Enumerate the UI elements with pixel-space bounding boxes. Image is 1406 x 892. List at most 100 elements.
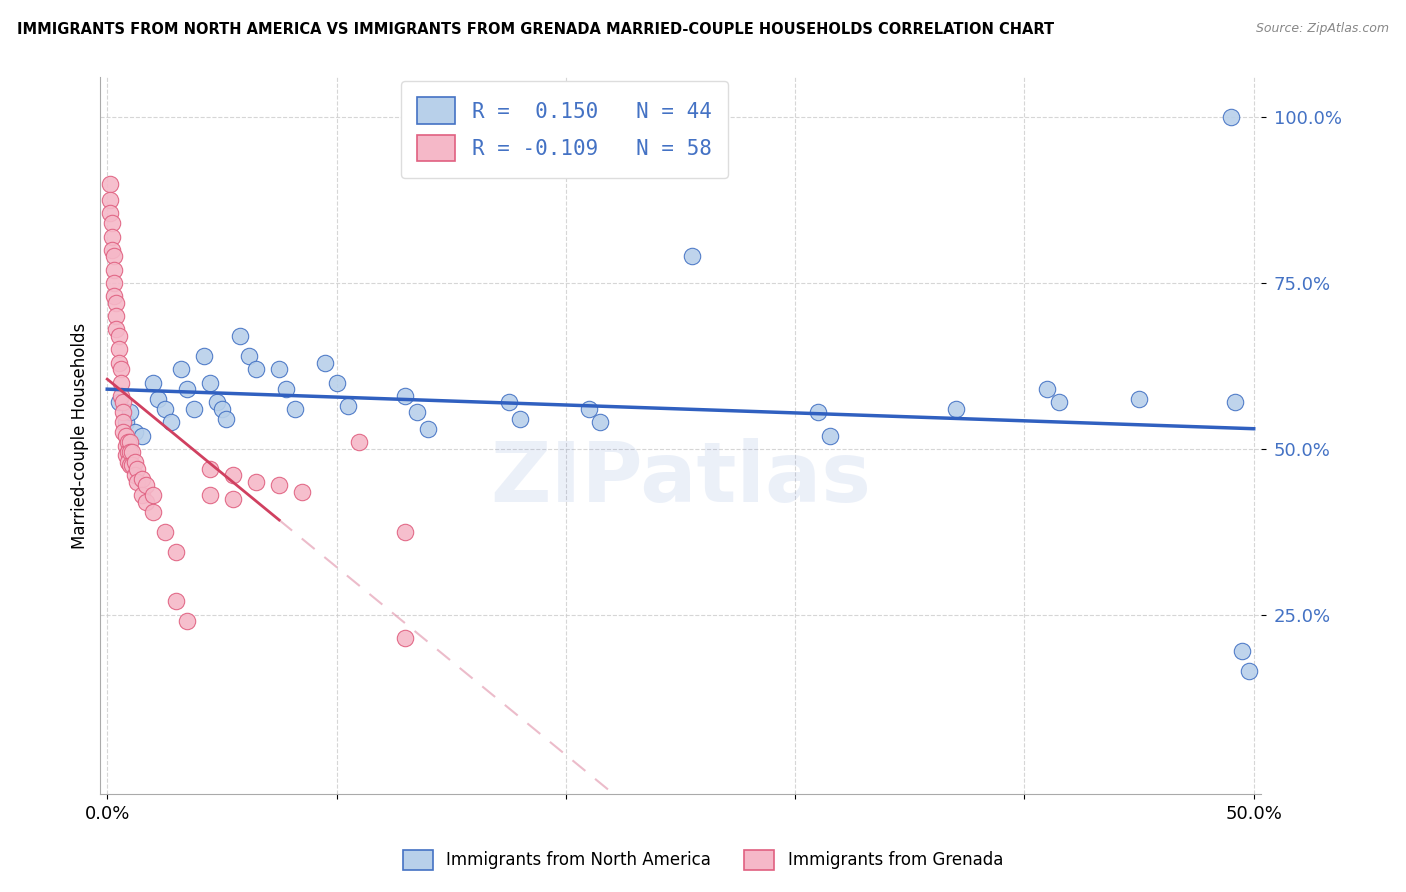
Point	[818, 428, 841, 442]
Point	[394, 389, 416, 403]
Point	[112, 405, 135, 419]
Point	[110, 362, 132, 376]
Point	[160, 415, 183, 429]
Point	[1128, 392, 1150, 406]
Point	[1237, 664, 1260, 678]
Point	[124, 455, 146, 469]
Point	[284, 402, 307, 417]
Point	[274, 382, 297, 396]
Point	[135, 495, 157, 509]
Point	[269, 478, 291, 492]
Point	[394, 524, 416, 539]
Point	[112, 395, 135, 409]
Point	[124, 425, 146, 440]
Point	[200, 488, 222, 502]
Point	[169, 362, 191, 376]
Point	[131, 488, 153, 502]
Point	[165, 544, 187, 558]
Point	[418, 422, 440, 436]
Point	[112, 425, 135, 440]
Point	[200, 461, 222, 475]
Point	[498, 395, 520, 409]
Point	[245, 475, 267, 489]
Point	[211, 402, 233, 417]
Text: IMMIGRANTS FROM NORTH AMERICA VS IMMIGRANTS FROM GRENADA MARRIED-COUPLE HOUSEHOL: IMMIGRANTS FROM NORTH AMERICA VS IMMIGRA…	[17, 22, 1054, 37]
Point	[509, 412, 531, 426]
Point	[314, 356, 336, 370]
Point	[207, 395, 229, 409]
Point	[98, 206, 121, 220]
Point	[193, 349, 215, 363]
Point	[103, 250, 125, 264]
Point	[325, 376, 347, 390]
Point	[1047, 395, 1070, 409]
Legend: Immigrants from North America, Immigrants from Grenada: Immigrants from North America, Immigrant…	[396, 843, 1010, 877]
Point	[117, 435, 139, 450]
Point	[142, 376, 165, 390]
Text: ZIPatlas: ZIPatlas	[489, 438, 870, 519]
Point	[107, 329, 129, 343]
Point	[222, 468, 245, 483]
Point	[103, 289, 125, 303]
Point	[142, 505, 165, 519]
Point	[107, 395, 129, 409]
Point	[121, 445, 143, 459]
Point	[117, 445, 139, 459]
Point	[222, 491, 245, 506]
Point	[142, 488, 165, 502]
Point	[135, 478, 157, 492]
Point	[349, 435, 371, 450]
Point	[107, 343, 129, 357]
Point	[114, 449, 136, 463]
Point	[105, 296, 128, 310]
Point	[103, 262, 125, 277]
Legend: R =  0.150   N = 44, R = -0.109   N = 58: R = 0.150 N = 44, R = -0.109 N = 58	[401, 80, 728, 178]
Point	[125, 475, 148, 489]
Point	[114, 415, 136, 429]
Point	[124, 468, 146, 483]
Point	[269, 362, 291, 376]
Point	[200, 376, 222, 390]
Point	[125, 461, 148, 475]
Point	[110, 389, 132, 403]
Point	[146, 392, 169, 406]
Point	[165, 594, 187, 608]
Point	[103, 276, 125, 290]
Point	[114, 428, 136, 442]
Point	[245, 362, 267, 376]
Point	[215, 412, 238, 426]
Point	[589, 415, 612, 429]
Point	[117, 455, 139, 469]
Point	[131, 472, 153, 486]
Point	[101, 216, 124, 230]
Point	[405, 405, 427, 419]
Point	[120, 458, 142, 473]
Point	[291, 484, 314, 499]
Point	[107, 356, 129, 370]
Point	[105, 322, 128, 336]
Point	[1036, 382, 1059, 396]
Point	[114, 438, 136, 452]
Point	[131, 428, 153, 442]
Point	[238, 349, 260, 363]
Point	[101, 229, 124, 244]
Point	[578, 402, 600, 417]
Point	[807, 405, 830, 419]
Point	[183, 402, 205, 417]
Point	[394, 631, 416, 645]
Point	[176, 382, 198, 396]
Point	[1219, 110, 1241, 124]
Point	[112, 415, 135, 429]
Point	[176, 614, 198, 628]
Point	[120, 435, 142, 450]
Point	[153, 524, 176, 539]
Text: Source: ZipAtlas.com: Source: ZipAtlas.com	[1256, 22, 1389, 36]
Point	[337, 399, 360, 413]
Point	[153, 402, 176, 417]
Point	[945, 402, 967, 417]
Y-axis label: Married-couple Households: Married-couple Households	[72, 322, 89, 549]
Point	[1225, 395, 1247, 409]
Point	[101, 243, 124, 257]
Point	[98, 193, 121, 207]
Point	[681, 250, 703, 264]
